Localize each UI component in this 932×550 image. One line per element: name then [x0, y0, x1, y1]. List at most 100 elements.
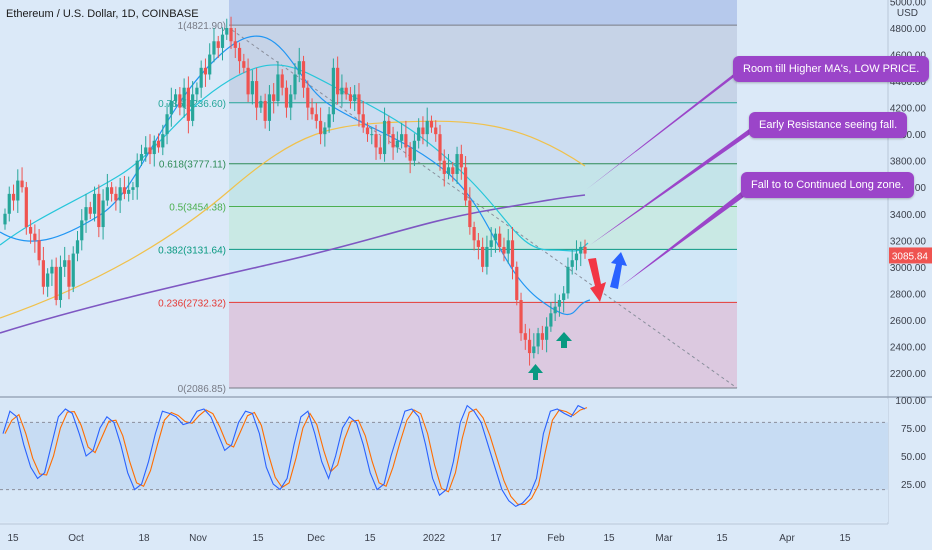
fib-level-label: 0.5(3454.38): [169, 203, 226, 214]
candle-body: [84, 207, 88, 221]
candle-body: [344, 87, 348, 95]
candle-body: [417, 127, 421, 141]
candle-body: [58, 266, 63, 301]
candle-body: [493, 233, 498, 241]
candle-body: [387, 120, 391, 135]
callout-pointer-3: [620, 185, 752, 287]
currency-label: USD: [897, 8, 918, 19]
time-tick-label: 15: [603, 533, 615, 544]
candle-body: [540, 333, 544, 340]
candle-body: [519, 300, 523, 334]
candle-body: [105, 187, 109, 201]
time-tick-label: 17: [490, 533, 502, 544]
candle-body: [127, 189, 131, 194]
current-price-tag: [889, 247, 932, 264]
candle-body: [489, 240, 493, 247]
candle-body: [229, 28, 233, 42]
candle-body: [97, 193, 101, 228]
oscillator-band: [0, 422, 888, 490]
candle-body: [476, 240, 480, 247]
price-tick-label: 2800.00: [890, 289, 927, 300]
chart-title: Ethereum / U.S. Dollar, 1D, COINBASE: [6, 8, 199, 20]
candle-body: [92, 193, 97, 214]
candle-body: [144, 147, 148, 155]
candle-body: [16, 180, 20, 201]
time-tick-label: 18: [138, 533, 150, 544]
candle-body: [195, 87, 199, 95]
candle-body: [259, 100, 263, 108]
time-tick-label: Apr: [779, 533, 795, 544]
candle-body: [255, 81, 259, 108]
candle-body: [404, 134, 408, 148]
fib-level-label: 0.618(3777.11): [159, 160, 226, 171]
candle-body: [75, 240, 80, 254]
candle-body: [374, 134, 378, 148]
current-price-label: 3085.84: [892, 251, 929, 262]
price-tick-label: 2200.00: [890, 369, 927, 380]
candle-body: [532, 346, 536, 354]
candle-body: [451, 167, 455, 174]
candle-body: [156, 140, 161, 148]
fib-level-label: 1(4821.90): [178, 21, 226, 32]
ma-long-line: [0, 194, 586, 334]
candle-body: [370, 134, 374, 136]
blue-up-arrow: [610, 252, 627, 289]
fib-level-label: 0(2086.85): [178, 384, 226, 395]
time-tick-label: 15: [252, 533, 264, 544]
candle-body: [340, 87, 344, 95]
candle-body: [242, 61, 246, 68]
candle-body: [186, 87, 190, 121]
candle-body: [199, 67, 203, 88]
candle-body: [24, 187, 28, 228]
time-axis-bg: [0, 524, 932, 550]
candle-body: [7, 193, 11, 214]
candle-body: [280, 74, 284, 88]
candle-body: [579, 246, 583, 254]
time-tick-label: 15: [839, 533, 851, 544]
candle-body: [365, 127, 370, 135]
callout-continued-long-zone[interactable]: Fall to to Continued Long zone.: [741, 172, 914, 198]
candle-body: [122, 187, 127, 194]
trend-line: [231, 29, 738, 389]
candle-body: [357, 94, 361, 115]
candle-body: [348, 94, 353, 101]
candle-body: [310, 107, 314, 115]
candle-body: [510, 240, 515, 267]
candle-body: [67, 260, 71, 287]
candle-body: [429, 120, 434, 128]
price-tick-label: 4800.00: [890, 24, 927, 35]
candle-body: [306, 87, 310, 108]
candle-body: [148, 147, 152, 155]
oscillator-tick-label: 50.00: [901, 452, 926, 463]
time-tick-label: 15: [364, 533, 376, 544]
candle-body: [216, 41, 220, 48]
candle-body: [301, 61, 306, 88]
candle-body: [20, 180, 24, 188]
candle-body: [3, 213, 7, 225]
candle-body: [88, 207, 92, 214]
oscillator-tick-label: 100.00: [895, 396, 926, 407]
candle-body: [553, 306, 557, 314]
candle-body: [250, 81, 254, 95]
candle-body: [566, 266, 570, 294]
callout-room-till-higher-ma[interactable]: Room till Higher MA's, LOW PRICE.: [733, 56, 930, 82]
candle-body: [468, 200, 472, 228]
candle-body: [208, 54, 212, 75]
green-up-arrow-1: [528, 364, 543, 380]
red-down-arrow: [588, 258, 606, 302]
candle-body: [80, 220, 84, 241]
candle-body: [161, 134, 165, 148]
fib-band: [229, 302, 737, 389]
candle-body: [523, 333, 527, 340]
candle-body: [353, 94, 357, 101]
callout-early-resistance[interactable]: Early Resistance seeing fall.: [749, 112, 908, 138]
candle-body: [408, 147, 412, 161]
candle-body: [110, 187, 114, 194]
candle-body: [131, 187, 135, 190]
callout-pointer-1: [587, 69, 740, 189]
price-tick-label: 4200.00: [890, 104, 927, 115]
stoch-k-line: [2, 404, 586, 508]
price-tick-label: 2400.00: [890, 342, 927, 353]
candle-body: [37, 240, 41, 261]
